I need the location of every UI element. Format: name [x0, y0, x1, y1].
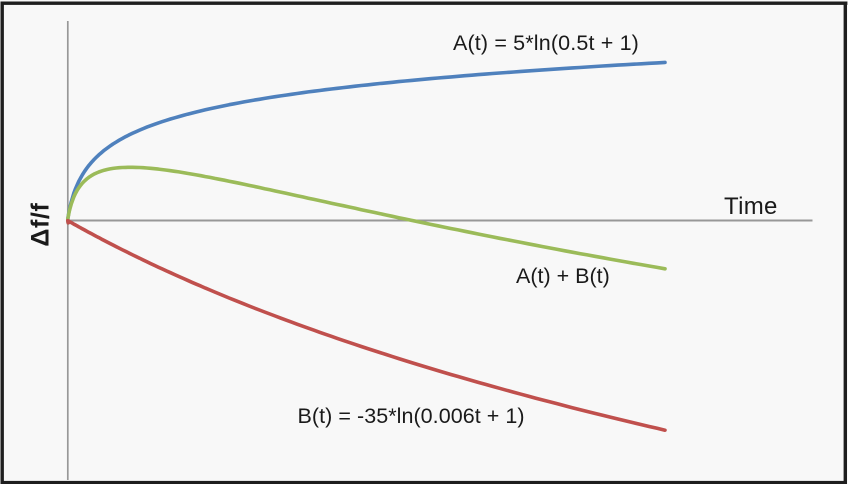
- svg-text:A(t) = 5*ln(0.5t + 1): A(t) = 5*ln(0.5t + 1): [453, 31, 639, 55]
- svg-text:Time: Time: [724, 193, 778, 220]
- svg-text:B(t) = -35*ln(0.006t + 1): B(t) = -35*ln(0.006t + 1): [298, 404, 525, 428]
- svg-text:Δf/f: Δf/f: [27, 203, 55, 247]
- svg-text:A(t) + B(t): A(t) + B(t): [516, 264, 610, 288]
